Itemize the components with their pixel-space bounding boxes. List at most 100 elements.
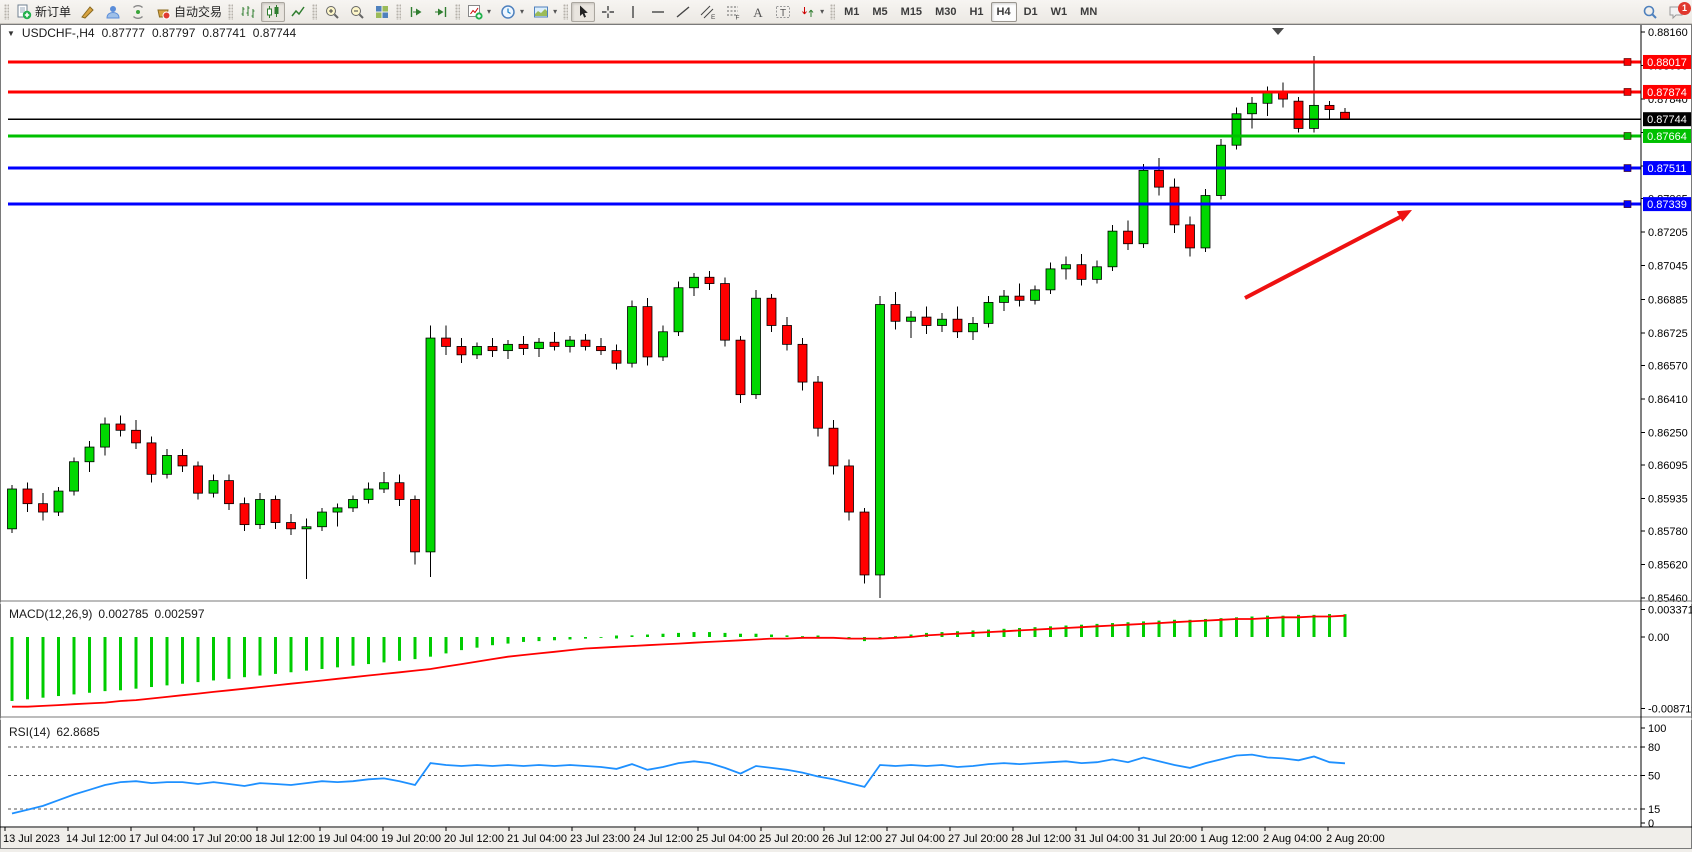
svg-text:1 Aug 12:00: 1 Aug 12:00 xyxy=(1200,833,1259,845)
price-label: 0.88017 xyxy=(1647,57,1687,69)
equidistant-channel-button[interactable]: E xyxy=(696,2,720,22)
fibonacci-button[interactable]: F xyxy=(721,2,745,22)
chevron-down-icon[interactable]: ▾ xyxy=(820,7,825,16)
toolbar-grip[interactable] xyxy=(396,3,402,20)
current-price-line[interactable]: 0.87744 xyxy=(8,112,1691,127)
svg-text:80: 80 xyxy=(1648,742,1660,754)
price-label: 0.87744 xyxy=(1647,114,1687,126)
candle xyxy=(890,291,901,330)
periods-button[interactable]: ▾ xyxy=(496,2,528,22)
tf-h4-button[interactable]: H4 xyxy=(990,1,1017,22)
svg-text:0.86725: 0.86725 xyxy=(1648,328,1688,340)
toolbar-group-scroll xyxy=(404,2,453,22)
templates-button[interactable]: ▾ xyxy=(529,2,561,22)
notifications-icon[interactable]: 1 xyxy=(1666,2,1691,22)
toolbar-grip[interactable] xyxy=(830,3,836,20)
candle xyxy=(131,419,141,450)
styler-button[interactable] xyxy=(76,2,100,22)
zoom-in-glyph xyxy=(326,5,339,19)
crosshair-button[interactable] xyxy=(596,2,620,22)
vertical-line-button[interactable] xyxy=(621,2,645,22)
toolbar: 新订单 自动交易 ▾ ▾ ▾ E F A T ▾ M1 M5 M15 M30 H1 H4 D1 W1 MN xyxy=(0,0,1692,24)
candle xyxy=(921,306,932,334)
arrows-button[interactable]: ▾ xyxy=(796,2,828,22)
candle xyxy=(239,497,250,531)
expert-advisors-button[interactable] xyxy=(101,2,125,22)
trend-line-button[interactable] xyxy=(671,2,695,22)
text-button[interactable]: A xyxy=(746,2,770,22)
text-label-button[interactable]: T xyxy=(771,2,795,22)
chart-shift-button[interactable] xyxy=(429,2,453,22)
cursor-button[interactable] xyxy=(571,1,596,22)
bar-chart-button[interactable] xyxy=(236,2,260,22)
tf-m15-button[interactable]: M15 xyxy=(895,2,928,22)
new-order-button[interactable]: 新订单 xyxy=(12,2,75,22)
rsi-name: RSI(14) xyxy=(9,725,51,739)
price-high: 0.87797 xyxy=(151,26,196,40)
crosshair-glyph xyxy=(602,5,615,18)
toolbar-group-chart-type xyxy=(236,1,310,22)
tf-m30-button[interactable]: M30 xyxy=(929,2,962,22)
candle xyxy=(208,474,219,498)
time-scale[interactable]: 13 Jul 2023 14 Jul 12:00 17 Jul 04:00 17 Ju… xyxy=(3,827,1385,845)
candle xyxy=(224,474,234,510)
support-line[interactable]: 0.87339 xyxy=(8,197,1691,212)
candle xyxy=(22,482,33,513)
tf-m15-button-label: M15 xyxy=(900,5,923,18)
tf-h1-button-label: H1 xyxy=(969,5,984,18)
tf-h1-button[interactable]: H1 xyxy=(963,2,989,22)
zoom-in-button[interactable] xyxy=(320,2,344,22)
svg-text:31 Jul 20:00: 31 Jul 20:00 xyxy=(1137,833,1197,845)
macd-scale[interactable]: 0.003371 0.00 -0.008719 xyxy=(1641,604,1692,715)
search-icon[interactable] xyxy=(1640,2,1660,22)
candle xyxy=(549,331,560,351)
toolbar-grip[interactable] xyxy=(4,3,9,20)
svg-text:0.86410: 0.86410 xyxy=(1648,394,1688,406)
svg-text:0.86095: 0.86095 xyxy=(1648,460,1688,472)
tile-windows-button[interactable] xyxy=(370,2,394,22)
candle xyxy=(1092,260,1102,284)
chart-shift-marker[interactable] xyxy=(1272,28,1284,35)
svg-text:27 Jul 20:00: 27 Jul 20:00 xyxy=(948,833,1008,845)
chevron-down-icon[interactable]: ▾ xyxy=(520,7,525,16)
svg-text:25 Jul 20:00: 25 Jul 20:00 xyxy=(759,833,819,845)
candlestick-chart-button[interactable] xyxy=(261,1,286,22)
tf-m1-button-label: M1 xyxy=(844,5,860,18)
resistance-line[interactable]: 0.87874 xyxy=(8,84,1691,99)
tf-m5-button[interactable]: M5 xyxy=(866,2,893,22)
tf-w1-button[interactable]: W1 xyxy=(1045,2,1074,22)
signals-button[interactable] xyxy=(126,2,150,22)
support-line[interactable]: 0.87511 xyxy=(8,161,1691,176)
toolbar-grip[interactable] xyxy=(455,3,461,20)
tf-d1-button[interactable]: D1 xyxy=(1018,2,1044,22)
rsi-scale[interactable]: 100 80 50 15 0 xyxy=(1641,723,1666,830)
support-line[interactable]: 0.87664 xyxy=(8,128,1691,143)
template-glyph xyxy=(534,6,549,17)
candle xyxy=(363,482,374,504)
toolbar-grip[interactable] xyxy=(228,3,234,20)
resistance-line[interactable]: 0.88017 xyxy=(8,54,1691,69)
horizontal-line-button[interactable] xyxy=(646,2,670,22)
candle xyxy=(7,484,17,534)
toolbar-grip[interactable] xyxy=(312,3,318,20)
auto-scroll-button[interactable] xyxy=(404,2,428,22)
trend-arrow[interactable] xyxy=(1244,210,1412,300)
auto-trading-button[interactable]: 自动交易 xyxy=(151,2,226,22)
price-label: 0.87511 xyxy=(1648,163,1687,175)
chevron-down-icon[interactable]: ▾ xyxy=(487,7,492,16)
line-chart-button[interactable] xyxy=(286,2,310,22)
chart-background[interactable] xyxy=(0,24,1692,852)
candle xyxy=(596,338,606,355)
tf-m1-button[interactable]: M1 xyxy=(838,2,865,22)
zoom-out-button[interactable] xyxy=(345,2,369,22)
tf-mn-button[interactable]: MN xyxy=(1074,2,1103,22)
chart-menu-icon[interactable]: ▼ xyxy=(7,28,15,38)
chevron-down-icon[interactable]: ▾ xyxy=(553,7,558,16)
expert-glyph xyxy=(106,5,120,18)
indicators-button[interactable]: ▾ xyxy=(463,2,495,22)
toolbar-grip[interactable] xyxy=(563,3,569,20)
candle xyxy=(580,333,591,351)
auto-trading-button-label: 自动交易 xyxy=(174,5,223,19)
search-glyph xyxy=(1643,5,1657,19)
